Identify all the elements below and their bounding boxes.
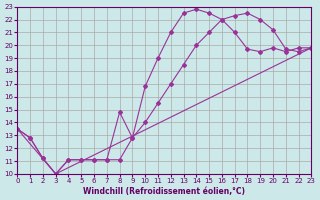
X-axis label: Windchill (Refroidissement éolien,°C): Windchill (Refroidissement éolien,°C) bbox=[84, 187, 245, 196]
